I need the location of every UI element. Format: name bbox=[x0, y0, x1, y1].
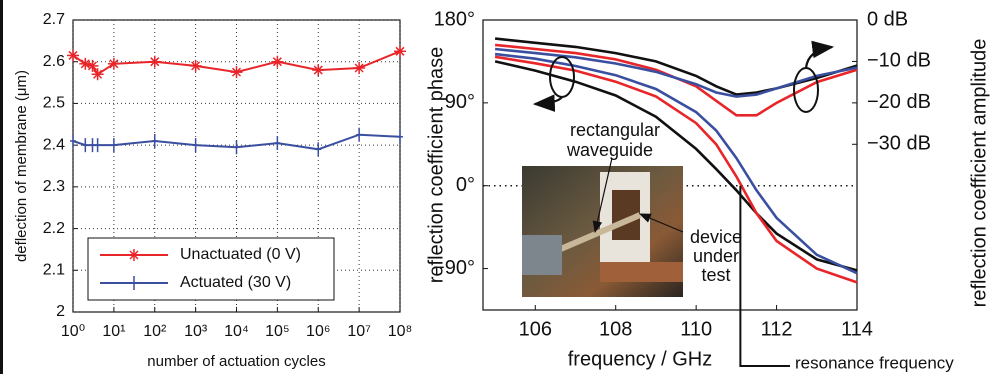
y-tick-label: 0° bbox=[456, 174, 475, 196]
data-point bbox=[107, 57, 120, 70]
series-line bbox=[494, 47, 858, 98]
data-point bbox=[86, 59, 99, 72]
y-tick-label: 2 bbox=[56, 303, 65, 320]
y-axis-label: reflection coefficient phase bbox=[425, 47, 447, 283]
x-tick-label: 108 bbox=[599, 318, 632, 340]
marker-stroke bbox=[313, 65, 323, 75]
data-point bbox=[312, 64, 325, 77]
series-line bbox=[494, 52, 858, 275]
y2-tick-label: 0 dB bbox=[867, 8, 908, 30]
y-tick-label: 2.3 bbox=[43, 178, 65, 195]
x-axis-label: number of actuation cycles bbox=[147, 353, 325, 370]
data-point bbox=[148, 55, 161, 68]
legend-label: Actuated (30 V) bbox=[180, 274, 291, 291]
data-point bbox=[271, 55, 284, 68]
pointer bbox=[592, 157, 613, 234]
marker-stroke bbox=[87, 61, 98, 71]
x-tick-label: 10² bbox=[143, 323, 167, 340]
marker-stroke bbox=[191, 61, 201, 71]
y-tick-label: 90° bbox=[445, 91, 475, 113]
y-tick-label: 2.1 bbox=[43, 262, 65, 279]
data-point bbox=[67, 49, 79, 62]
photo-connector bbox=[522, 235, 562, 275]
x-tick-label: 10⁵ bbox=[265, 323, 289, 340]
data-point bbox=[353, 61, 366, 74]
data-point bbox=[89, 138, 96, 153]
y2-tick-label: −30 dB bbox=[867, 133, 931, 155]
y2-tick-label: −10 dB bbox=[867, 50, 931, 72]
series-line bbox=[494, 60, 858, 272]
x-tick-label: 114 bbox=[841, 318, 873, 340]
photo-base bbox=[600, 262, 683, 282]
x-tick-label: 10⁷ bbox=[347, 323, 371, 340]
data-point bbox=[192, 138, 199, 153]
marker-stroke bbox=[109, 59, 119, 69]
legend-marker bbox=[131, 276, 137, 290]
x-axis-label: frequency / GHz bbox=[568, 348, 713, 370]
data-point bbox=[91, 68, 104, 81]
marker-stroke bbox=[93, 69, 103, 79]
resonance-marker bbox=[739, 185, 790, 367]
photo-inset bbox=[522, 166, 683, 297]
marker-stroke bbox=[68, 50, 78, 60]
marker-stroke bbox=[80, 59, 90, 69]
data-point bbox=[110, 138, 117, 153]
x-tick-label: 10¹ bbox=[102, 323, 125, 340]
marker-stroke bbox=[354, 63, 364, 73]
marker-stroke bbox=[231, 67, 242, 77]
y-tick-label: 2.6 bbox=[43, 53, 65, 70]
data-point bbox=[82, 138, 89, 153]
x-tick-label: 10⁴ bbox=[224, 323, 249, 340]
x-tick-label: 106 bbox=[519, 318, 552, 340]
data-point bbox=[274, 136, 281, 151]
data-point bbox=[151, 133, 158, 148]
x-tick-label: 110 bbox=[680, 318, 712, 340]
y2-tick-label: −20 dB bbox=[867, 91, 931, 113]
x-tick-label: 10³ bbox=[184, 323, 208, 340]
y-tick-label: 2.2 bbox=[43, 220, 65, 237]
data-point bbox=[230, 66, 243, 79]
edge-bar bbox=[0, 0, 3, 374]
legend-marker bbox=[128, 249, 140, 261]
marker-stroke bbox=[129, 250, 139, 260]
annotation: under bbox=[693, 246, 739, 266]
y-tick-label: 2.4 bbox=[43, 136, 65, 153]
x-tick-label: 10⁶ bbox=[306, 323, 330, 340]
x-tick-label: 112 bbox=[761, 318, 793, 340]
annotation: device bbox=[690, 227, 742, 247]
data-point bbox=[397, 129, 403, 144]
annotation: rectangular bbox=[570, 120, 660, 140]
marker-stroke bbox=[272, 57, 282, 67]
y-tick-label: 2.5 bbox=[43, 95, 65, 112]
marker-stroke bbox=[395, 46, 405, 56]
data-point bbox=[70, 133, 76, 148]
marker-stroke bbox=[150, 57, 160, 67]
data-point bbox=[233, 140, 240, 155]
y-tick-label: 180° bbox=[434, 8, 475, 30]
data-point bbox=[356, 127, 363, 142]
data-point bbox=[394, 45, 406, 58]
x-tick-label: 10⁸ bbox=[388, 323, 413, 340]
data-point bbox=[315, 142, 322, 157]
annotation: test bbox=[701, 265, 730, 285]
y-axis-label: deflection of membrane (μm) bbox=[13, 70, 30, 262]
annotation: waveguide bbox=[566, 140, 653, 160]
legend-box bbox=[87, 237, 335, 301]
axis-arrow bbox=[804, 40, 835, 69]
x-tick-label: 10⁰ bbox=[61, 323, 85, 340]
data-point bbox=[189, 59, 202, 72]
y2-axis-label: reflection coefficient amplitude bbox=[968, 39, 990, 308]
series-line bbox=[494, 43, 858, 117]
legend-label: Unactuated (0 V) bbox=[180, 246, 301, 263]
data-point bbox=[94, 138, 101, 153]
axis-arrow bbox=[532, 94, 563, 112]
pointer bbox=[638, 213, 684, 233]
resonance-label: resonance frequency bbox=[795, 353, 954, 372]
series-line bbox=[494, 55, 858, 284]
y-tick-label: 2.7 bbox=[43, 11, 65, 28]
y-tick-label: −90° bbox=[433, 257, 475, 279]
